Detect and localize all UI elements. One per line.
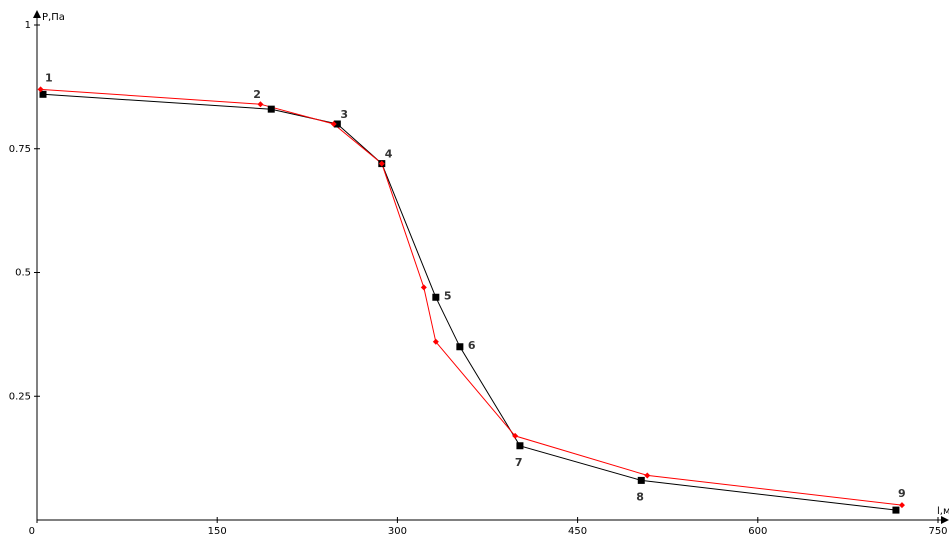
point-label: 8 [636, 490, 644, 503]
data-point-square [333, 120, 341, 128]
x-tick-label: 600 [748, 526, 767, 535]
data-point-square [892, 506, 900, 514]
y-axis-arrow [33, 10, 41, 18]
y-tick-label: 1 [25, 20, 31, 31]
data-point-square [39, 90, 47, 98]
data-point-diamond [37, 86, 44, 93]
x-axis-arrow [941, 516, 949, 524]
data-point-diamond [432, 338, 439, 345]
data-point-diamond [378, 160, 385, 167]
point-label: 6 [468, 339, 476, 352]
point-label: 1 [45, 71, 53, 84]
point-label: 7 [515, 456, 523, 469]
data-point-square [516, 442, 524, 450]
x-tick-label: 150 [208, 526, 227, 535]
x-axis-title: l,м [937, 506, 949, 517]
x-tick-label: 300 [388, 526, 407, 535]
data-point-diamond [420, 284, 427, 291]
point-label: 3 [340, 108, 348, 121]
point-labels: 1 2 3 4 5 6 7 8 9 [45, 71, 906, 503]
data-point-square [456, 343, 464, 351]
point-label: 5 [444, 289, 452, 302]
data-point-diamond [512, 432, 519, 439]
data-point-square [637, 476, 645, 484]
point-label: 9 [898, 487, 906, 500]
x-tick-label: 450 [568, 526, 587, 535]
series-line-0 [42, 93, 897, 511]
series-layer [37, 86, 905, 514]
y-axis-title: P,Па [42, 12, 65, 23]
data-point-diamond [898, 502, 905, 509]
data-point-diamond [257, 101, 264, 108]
x-tick-label: 750 [928, 526, 947, 535]
x-tick-label: 0 [29, 526, 35, 535]
data-point-diamond [644, 472, 651, 479]
y-tick-label: 0.5 [15, 268, 31, 279]
axes: P,Па l,м 0.25 0.5 0.75 1 0 150 300 450 600 750 [9, 10, 949, 535]
data-point-square [267, 105, 275, 113]
point-label: 4 [385, 148, 393, 161]
y-tick-label: 0.75 [9, 144, 31, 155]
point-label: 2 [253, 88, 261, 101]
data-point-square [432, 293, 440, 301]
data-point-diamond [330, 121, 337, 127]
y-tick-label: 0.25 [9, 391, 31, 402]
series-line-1 [40, 88, 903, 506]
